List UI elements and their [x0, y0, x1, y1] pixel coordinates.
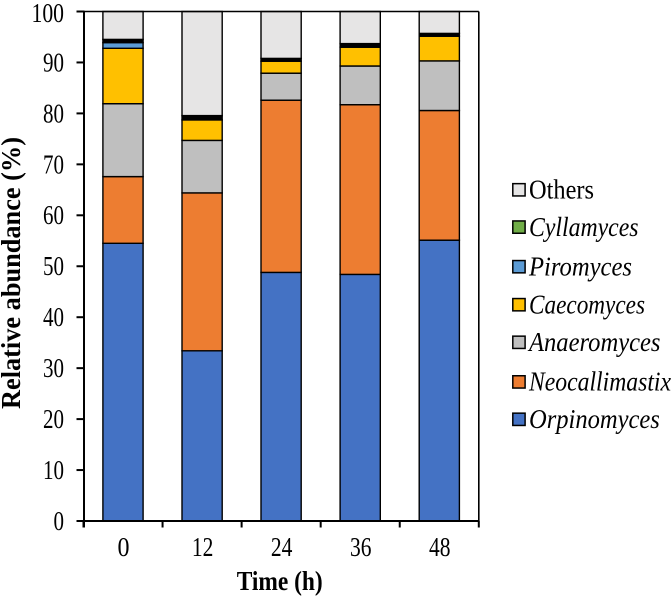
svg-text:Caecomyces: Caecomyces — [529, 289, 645, 319]
svg-text:90: 90 — [43, 47, 64, 77]
svg-text:Cyllamyces: Cyllamyces — [529, 212, 639, 242]
svg-text:100: 100 — [32, 0, 65, 28]
svg-text:40: 40 — [43, 302, 64, 332]
svg-text:0: 0 — [118, 532, 130, 562]
svg-text:10: 10 — [43, 455, 64, 485]
svg-text:60: 60 — [43, 200, 64, 230]
svg-text:24: 24 — [271, 532, 293, 562]
svg-text:48: 48 — [429, 532, 451, 562]
svg-text:Piromyces: Piromyces — [528, 251, 632, 281]
svg-text:Others: Others — [529, 175, 594, 205]
svg-text:Relative abundance (%): Relative abundance (%) — [0, 137, 26, 409]
svg-text:80: 80 — [43, 98, 64, 128]
svg-text:30: 30 — [43, 353, 64, 383]
svg-text:Anaeromyces: Anaeromyces — [527, 327, 660, 357]
svg-text:36: 36 — [350, 532, 372, 562]
svg-text:20: 20 — [43, 404, 64, 434]
svg-text:12: 12 — [192, 532, 214, 562]
svg-text:0: 0 — [54, 506, 65, 536]
svg-text:70: 70 — [43, 149, 64, 179]
svg-text:50: 50 — [43, 251, 64, 281]
svg-text:Orpinomyces: Orpinomyces — [529, 404, 660, 434]
svg-text:Time (h): Time (h) — [237, 566, 323, 596]
svg-text:Neocallimastix: Neocallimastix — [528, 367, 671, 397]
